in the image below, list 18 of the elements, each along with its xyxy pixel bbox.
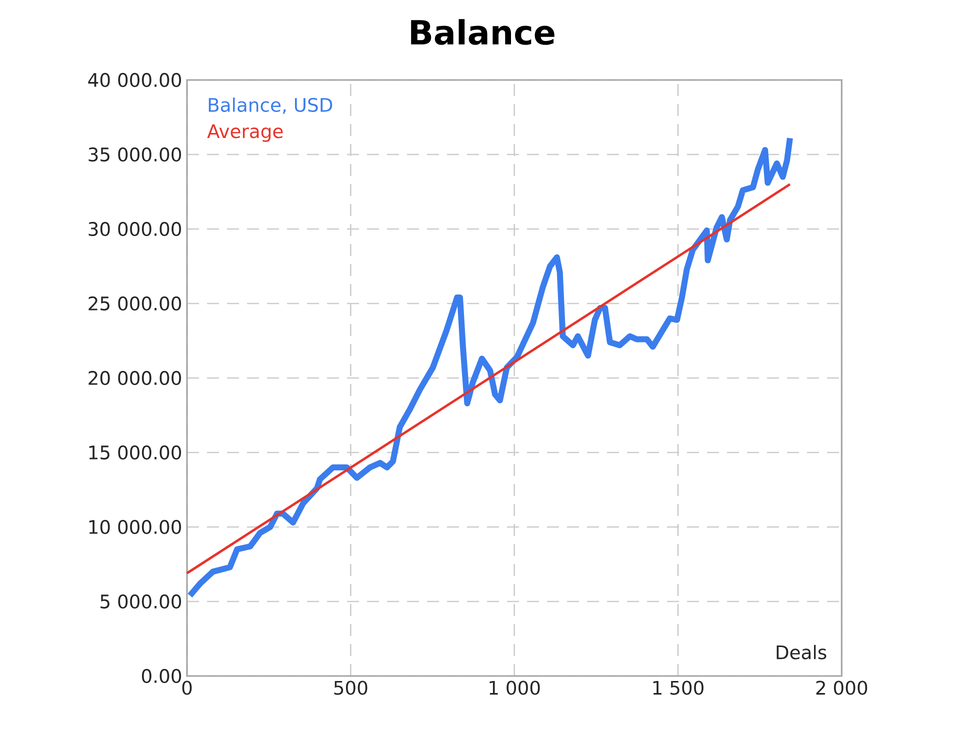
chart-title: Balance [411,19,554,45]
y-tick-label: 10 000.00 [89,520,182,534]
text: Average [207,124,283,142]
x-tick-label: 1 500 [653,680,704,695]
x-tick-label: 0 [182,680,192,695]
y-tick-label: 0.00 [142,668,182,684]
y-tick-label: 20 000.00 [88,370,182,386]
y-tick-label: 30 000.00 [88,222,182,236]
x-tick-label: 500 [334,680,368,695]
x-tick-label: 1 000 [490,680,540,695]
y-tick-label: 5 000.00 [100,594,182,609]
y-tick-label: 15 000.00 [89,445,182,460]
x-tick-label: 2 000 [816,680,868,695]
y-tick-label: 40 000.00 [88,72,182,88]
x-axis-title: Deals [776,644,826,660]
text: Balance, USD [208,98,332,114]
y-tick-label: 25 000.00 [88,296,182,311]
y-tick-label: 35 000.00 [88,147,182,162]
